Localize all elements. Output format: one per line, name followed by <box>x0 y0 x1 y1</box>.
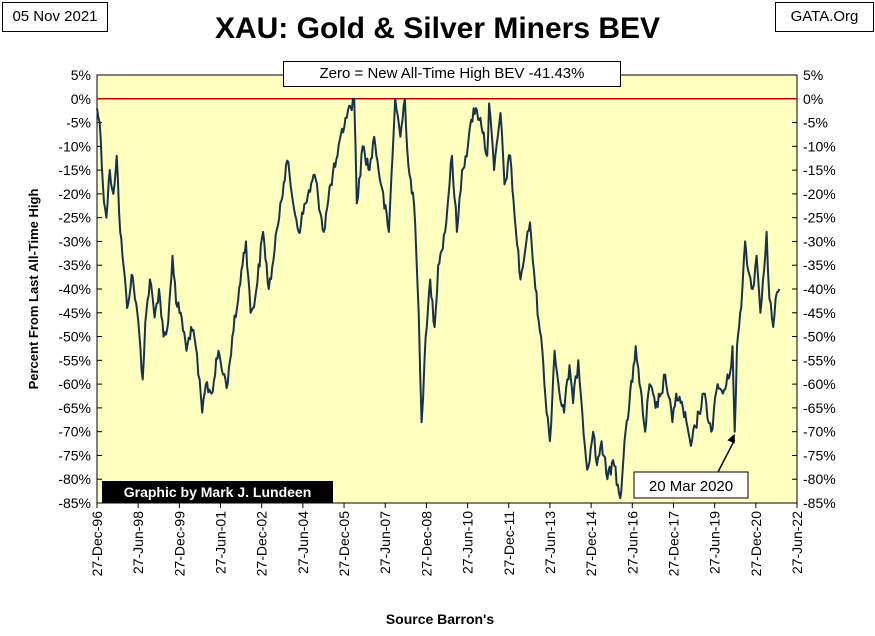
y-tick-label-right: -5% <box>803 115 828 131</box>
y-tick-label-right: 5% <box>803 67 823 83</box>
y-tick-label-right: -70% <box>803 424 836 440</box>
y-axis-left: 5% 0% -5% -10% -15% -20% -25% -30% -35% -40% -45% -… <box>58 67 102 511</box>
y-axis-right: 5% 0% -5% -10% -15% -20% -25% -30% -35% -40% -45% -… <box>792 67 836 511</box>
x-tick-label: 27-Jun-13 <box>542 511 558 574</box>
x-tick-label: 27-Jun-01 <box>213 511 229 574</box>
y-tick-label-right: -25% <box>803 210 836 226</box>
y-tick-label-right: -40% <box>803 281 836 297</box>
series-line <box>96 97 781 500</box>
x-tick-label: 27-Jun-98 <box>130 511 146 574</box>
y-tick-label-left: -75% <box>58 447 91 463</box>
x-axis: 27-Dec-96 27-Jun-98 27-Dec-99 27-Jun-01 27-D… <box>89 503 805 576</box>
x-tick-label: 27-Jun-19 <box>707 511 723 574</box>
y-tick-label-right: -45% <box>803 305 836 321</box>
y-tick-label-right: -65% <box>803 400 836 416</box>
x-tick-label: 27-Dec-14 <box>583 511 599 577</box>
site-label: GATA.Org <box>775 2 874 32</box>
x-axis-title: Source Barron's <box>386 611 495 627</box>
y-tick-label-left: -40% <box>58 281 91 297</box>
y-tick-label-right: -15% <box>803 162 836 178</box>
y-tick-label-right: -60% <box>803 376 836 392</box>
y-tick-label-left: -50% <box>58 329 91 345</box>
x-tick-label: 27-Jun-22 <box>789 511 805 574</box>
x-tick-label: 27-Jun-04 <box>295 511 311 574</box>
y-tick-label-right: -50% <box>803 329 836 345</box>
x-tick-label: 27-Dec-11 <box>501 511 517 576</box>
y-tick-label-left: 5% <box>71 67 91 83</box>
y-tick-label-right: 0% <box>803 91 823 107</box>
event-arrowhead <box>727 433 735 444</box>
event-annotation: 20 Mar 2020 <box>633 433 749 499</box>
y-tick-label-left: -60% <box>58 376 91 392</box>
y-tick-label-right: -20% <box>803 186 836 202</box>
y-tick-label-right: -55% <box>803 352 836 368</box>
y-tick-label-left: -65% <box>58 400 91 416</box>
event-arrow <box>717 439 736 473</box>
y-tick-label-left: -10% <box>58 138 91 154</box>
x-tick-label: 27-Dec-02 <box>254 511 270 577</box>
y-tick-label-left: -35% <box>58 257 91 273</box>
y-tick-label-right: -85% <box>803 495 836 511</box>
x-tick-label: 27-Jun-16 <box>624 511 640 574</box>
x-tick-label: 27-Dec-99 <box>171 511 187 577</box>
y-tick-label-left: -15% <box>58 162 91 178</box>
credit-label: Graphic by Mark J. Lundeen <box>102 481 333 503</box>
y-tick-label-right: -35% <box>803 257 836 273</box>
y-tick-label-right: -80% <box>803 471 836 487</box>
x-tick-label: 27-Dec-20 <box>748 511 764 577</box>
x-tick-label: 27-Dec-96 <box>89 511 105 577</box>
y-tick-label-right: -30% <box>803 233 836 249</box>
y-tick-label-left: -30% <box>58 233 91 249</box>
y-tick-label-right: -10% <box>803 138 836 154</box>
y-tick-label-left: -70% <box>58 424 91 440</box>
x-tick-label: 27-Dec-08 <box>418 511 434 577</box>
y-tick-label-left: -20% <box>58 186 91 202</box>
y-tick-label-left: -45% <box>58 305 91 321</box>
y-tick-label-left: -25% <box>58 210 91 226</box>
plot-area <box>96 74 798 504</box>
y-tick-label-left: -80% <box>58 471 91 487</box>
zero-note-box: Zero = New All-Time High BEV -41.43% <box>283 61 621 87</box>
y-tick-label-left: 0% <box>71 91 91 107</box>
date-label: 05 Nov 2021 <box>2 2 108 32</box>
x-tick-label: 27-Jun-07 <box>377 511 393 574</box>
y-tick-label-right: -75% <box>803 447 836 463</box>
x-tick-label: 27-Jun-10 <box>460 511 476 574</box>
y-axis-title: Percent From Last All-Time High <box>26 189 41 390</box>
event-label: 20 Mar 2020 <box>649 478 733 495</box>
x-tick-label: 27-Dec-05 <box>336 511 352 577</box>
chart-title: XAU: Gold & Silver Miners BEV <box>214 12 661 45</box>
event-label-box <box>633 471 749 499</box>
x-tick-label: 27-Dec-17 <box>665 511 681 577</box>
y-tick-label-left: -55% <box>58 352 91 368</box>
y-tick-label-left: -85% <box>58 495 91 511</box>
y-tick-label-left: -5% <box>66 115 91 131</box>
